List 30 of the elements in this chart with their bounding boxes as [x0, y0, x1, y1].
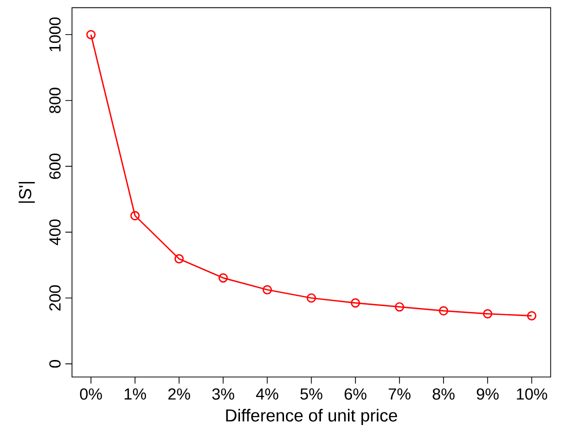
y-tick-label: 200	[49, 285, 61, 311]
y-axis-title: |S'|	[18, 182, 35, 203]
y-tick-label: 600	[49, 154, 61, 179]
point	[306, 293, 316, 303]
y-tick-label: 400	[49, 219, 61, 246]
point	[174, 254, 184, 264]
point	[130, 211, 140, 220]
point	[482, 309, 492, 318]
x-tick-label: 3%	[212, 388, 234, 400]
x-tick-label: 5%	[300, 388, 322, 400]
point	[262, 285, 272, 294]
y-tick-label: 0	[49, 360, 61, 368]
point	[86, 30, 96, 40]
y-tick-label: 1000	[49, 17, 61, 52]
point	[350, 298, 360, 308]
point	[394, 302, 404, 312]
y-tick-label: 800	[49, 88, 61, 114]
x-tick-label: 9%	[476, 388, 499, 400]
x-tick-label: 8%	[432, 388, 455, 400]
x-tick-label: 1%	[124, 388, 146, 400]
x-tick-label: 6%	[344, 388, 366, 400]
point	[527, 311, 536, 320]
point	[218, 273, 228, 283]
x-tick-label: 2%	[168, 388, 190, 400]
x-tick-label: 0%	[80, 388, 102, 400]
point	[438, 306, 448, 316]
x-tick-label: 4%	[256, 388, 278, 400]
x-tick-label: 10%	[516, 388, 548, 400]
x-axis-title: Difference of unit price	[226, 408, 398, 426]
x-tick-label: 7%	[388, 388, 410, 400]
